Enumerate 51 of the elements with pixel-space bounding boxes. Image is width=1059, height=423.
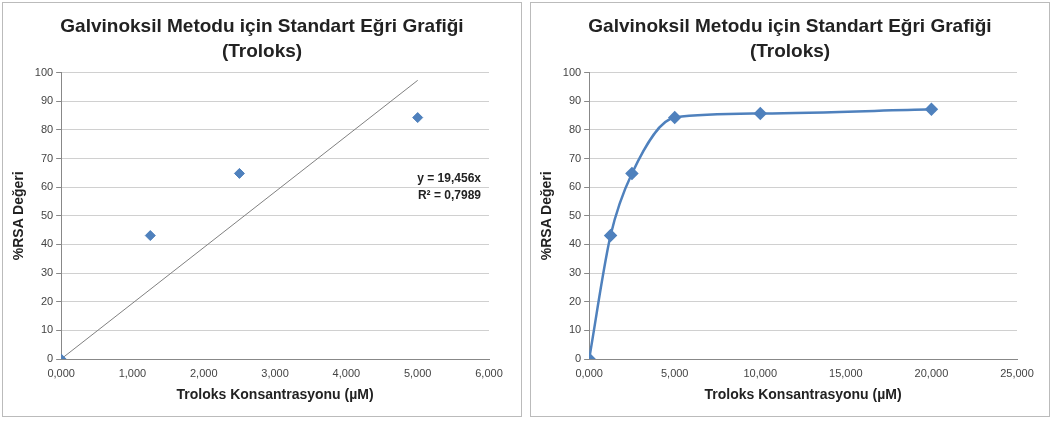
y-tick-label: 20	[40, 294, 54, 307]
x-tick-label: 10,000	[743, 366, 778, 379]
y-tick-label: 70	[40, 151, 54, 164]
point	[668, 111, 681, 124]
annotation: y = 19,456x	[417, 170, 482, 185]
y-tick-label: 90	[40, 94, 54, 107]
y-tick-label: 50	[568, 208, 582, 221]
point	[604, 229, 617, 242]
y-tick-label: 20	[568, 294, 582, 307]
y-tick-label: 0	[47, 352, 54, 365]
y-tick-label: 100	[562, 65, 582, 78]
y-tick-label: 40	[40, 237, 54, 250]
x-axis-title: Troloks Konsantrasyonu (µM)	[704, 386, 902, 403]
y-tick-label: 80	[568, 122, 582, 135]
y-tick-label: 50	[40, 208, 54, 221]
point	[412, 112, 424, 124]
y-tick-label: 80	[40, 122, 54, 135]
point	[925, 103, 938, 116]
y-tick-label: 30	[568, 266, 582, 279]
point	[625, 167, 639, 180]
y-tick-label: 70	[568, 151, 582, 164]
x-tick-label: 20,000	[914, 366, 949, 379]
x-axis-title: Troloks Konsantrasyonu (µM)	[176, 386, 374, 403]
point	[233, 167, 245, 179]
y-tick-label: 60	[40, 180, 54, 193]
x-tick-label: 25,000	[1000, 366, 1034, 379]
chart-title: Galvinoksil Metodu için Standart Eğri Grafiği (Troloks)	[59, 14, 465, 63]
y-tick-label: 10	[568, 323, 582, 336]
y-axis-title: %RSA Değeri	[10, 171, 27, 261]
x-tick-label: 6,000	[475, 366, 503, 379]
y-tick-label: 10	[40, 323, 54, 336]
y-tick-label: 90	[568, 94, 582, 107]
x-tick-label: 0,000	[47, 366, 75, 379]
x-tick-label: 3,000	[261, 366, 289, 379]
annotation: R² = 0,7989	[417, 187, 482, 202]
y-tick-label: 40	[568, 237, 582, 250]
x-tick-label: 5,000	[403, 366, 432, 379]
y-tick-label: 0	[575, 352, 582, 365]
point	[754, 107, 767, 120]
y-axis-title: %RSA Değeri	[538, 171, 555, 261]
y-tick-label: 60	[568, 180, 582, 193]
y-tick-label: 100	[34, 65, 54, 78]
point	[144, 230, 156, 242]
y-tick-label: 30	[40, 266, 54, 279]
x-tick-label: 2,000	[190, 366, 218, 379]
x-tick-label: 4,000	[332, 366, 361, 379]
x-tick-label: 1,000	[118, 366, 147, 379]
chart-title: Galvinoksil Metodu için Standart Eğri Grafiği (Troloks)	[587, 14, 993, 63]
x-tick-label: 0,000	[575, 366, 603, 379]
x-tick-label: 5,000	[660, 366, 689, 379]
x-tick-label: 15,000	[829, 366, 863, 379]
